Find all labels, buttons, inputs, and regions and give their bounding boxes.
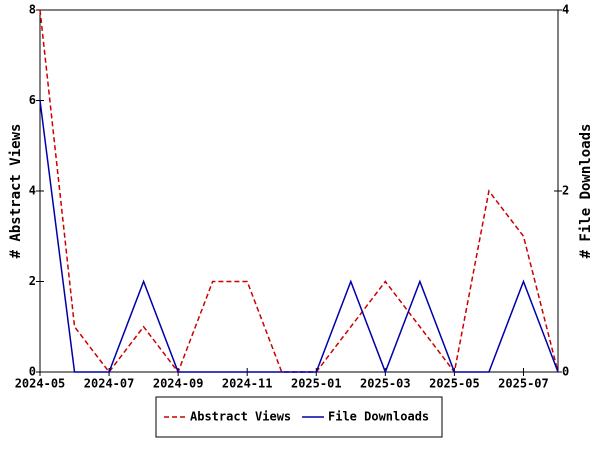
y-axis-label: # Abstract Views xyxy=(8,124,24,259)
y-tick-label: 4 xyxy=(29,184,36,198)
x-tick-label: 2024-11 xyxy=(222,377,273,391)
y2-axis-label: # File Downloads xyxy=(578,124,594,259)
y2-tick-label: 4 xyxy=(562,3,569,17)
plot-frame xyxy=(39,9,559,373)
y-tick-label: 2 xyxy=(29,274,36,288)
series-line xyxy=(39,100,559,375)
series-line xyxy=(39,9,559,374)
x-tick-label: 2024-05 xyxy=(15,377,66,391)
y-tick-label: 8 xyxy=(29,3,36,17)
x-tick-label: 2025-01 xyxy=(291,377,342,391)
legend-label: File Downloads xyxy=(328,410,429,424)
y-tick-label: 0 xyxy=(29,365,36,379)
x-tick-label: 2025-05 xyxy=(429,377,480,391)
x-tick-label: 2025-07 xyxy=(498,377,549,391)
y2-tick-label: 0 xyxy=(562,365,569,379)
x-tick-label: 2025-03 xyxy=(360,377,411,391)
x-tick-label: 2024-07 xyxy=(84,377,135,391)
x-tick-label: 2024-09 xyxy=(153,377,204,391)
y-tick-label: 6 xyxy=(29,93,36,107)
y2-tick-label: 2 xyxy=(562,184,569,198)
legend-label: Abstract Views xyxy=(190,410,291,424)
legend-box xyxy=(155,396,443,438)
